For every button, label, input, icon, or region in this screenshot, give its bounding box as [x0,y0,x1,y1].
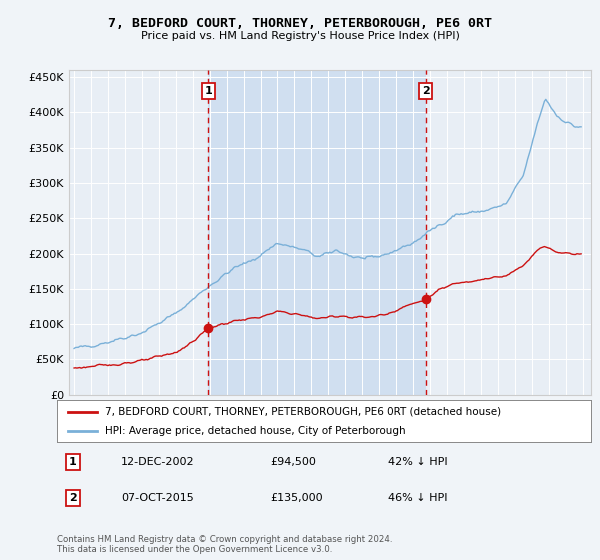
Text: HPI: Average price, detached house, City of Peterborough: HPI: Average price, detached house, City… [105,426,406,436]
Text: 07-OCT-2015: 07-OCT-2015 [121,493,194,503]
Text: 1: 1 [205,86,212,96]
Text: £94,500: £94,500 [271,457,316,467]
Text: 2: 2 [69,493,77,503]
Text: 2: 2 [422,86,430,96]
Text: 46% ↓ HPI: 46% ↓ HPI [388,493,448,503]
Text: Contains HM Land Registry data © Crown copyright and database right 2024.
This d: Contains HM Land Registry data © Crown c… [57,535,392,554]
Text: 1: 1 [69,457,77,467]
Text: £135,000: £135,000 [271,493,323,503]
Text: 12-DEC-2002: 12-DEC-2002 [121,457,195,467]
Text: 7, BEDFORD COURT, THORNEY, PETERBOROUGH, PE6 0RT: 7, BEDFORD COURT, THORNEY, PETERBOROUGH,… [108,17,492,30]
Text: 42% ↓ HPI: 42% ↓ HPI [388,457,448,467]
Text: 7, BEDFORD COURT, THORNEY, PETERBOROUGH, PE6 0RT (detached house): 7, BEDFORD COURT, THORNEY, PETERBOROUGH,… [105,407,501,417]
Bar [208,70,426,395]
Text: Price paid vs. HM Land Registry's House Price Index (HPI): Price paid vs. HM Land Registry's House … [140,31,460,41]
